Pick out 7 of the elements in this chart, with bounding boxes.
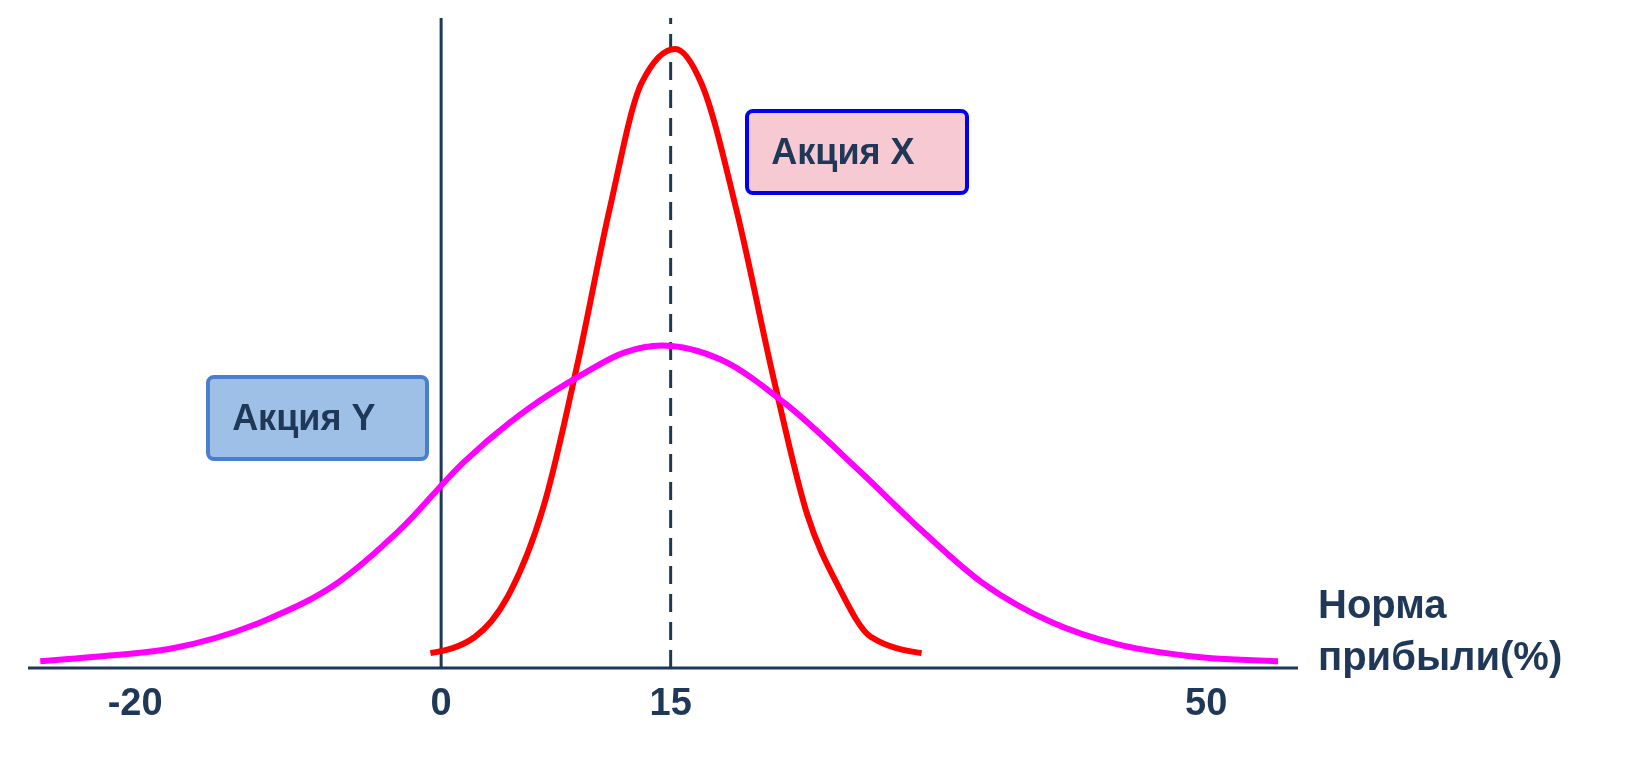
x-tick-label: -20 [107,680,163,723]
x-tick-label: 50 [1185,680,1228,723]
text: Акция Y [206,375,430,462]
x-tick-label: 0 [430,680,452,723]
x-tick-label: 15 [649,680,692,723]
x-axis-title: Норма прибыли(%) [1318,581,1564,680]
series-label: Акция X [745,108,969,195]
